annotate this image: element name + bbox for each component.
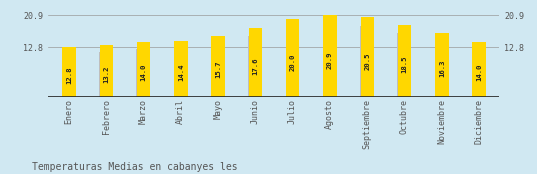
Bar [212, 36, 225, 97]
Bar [323, 15, 337, 97]
Bar [286, 28, 299, 97]
Bar [137, 42, 150, 97]
Bar [174, 41, 187, 97]
Bar [99, 52, 113, 97]
Text: 15.7: 15.7 [215, 61, 221, 78]
Bar [99, 45, 113, 97]
Bar [473, 42, 486, 97]
Bar [472, 49, 485, 97]
Text: 20.0: 20.0 [289, 53, 296, 71]
Text: 18.5: 18.5 [402, 56, 408, 73]
Text: 14.0: 14.0 [141, 64, 147, 81]
Text: Temperaturas Medias en cabanyes les: Temperaturas Medias en cabanyes les [32, 162, 238, 172]
Bar [62, 53, 75, 97]
Text: 12.8: 12.8 [66, 66, 72, 84]
Bar [136, 49, 150, 97]
Bar [323, 25, 336, 97]
Text: 20.9: 20.9 [327, 52, 333, 69]
Text: 20.5: 20.5 [364, 52, 370, 70]
Bar [211, 43, 224, 97]
Bar [435, 41, 448, 97]
Bar [174, 48, 187, 97]
Text: 14.0: 14.0 [476, 64, 482, 81]
Bar [360, 26, 374, 97]
Text: 14.4: 14.4 [178, 63, 184, 81]
Bar [248, 37, 262, 97]
Text: 13.2: 13.2 [103, 65, 110, 83]
Text: 16.3: 16.3 [439, 60, 445, 77]
Bar [398, 25, 411, 97]
Bar [397, 33, 411, 97]
Bar [62, 47, 76, 97]
Bar [286, 19, 300, 97]
Text: 17.6: 17.6 [252, 58, 258, 75]
Bar [249, 28, 262, 97]
Bar [435, 33, 448, 97]
Bar [360, 17, 374, 97]
